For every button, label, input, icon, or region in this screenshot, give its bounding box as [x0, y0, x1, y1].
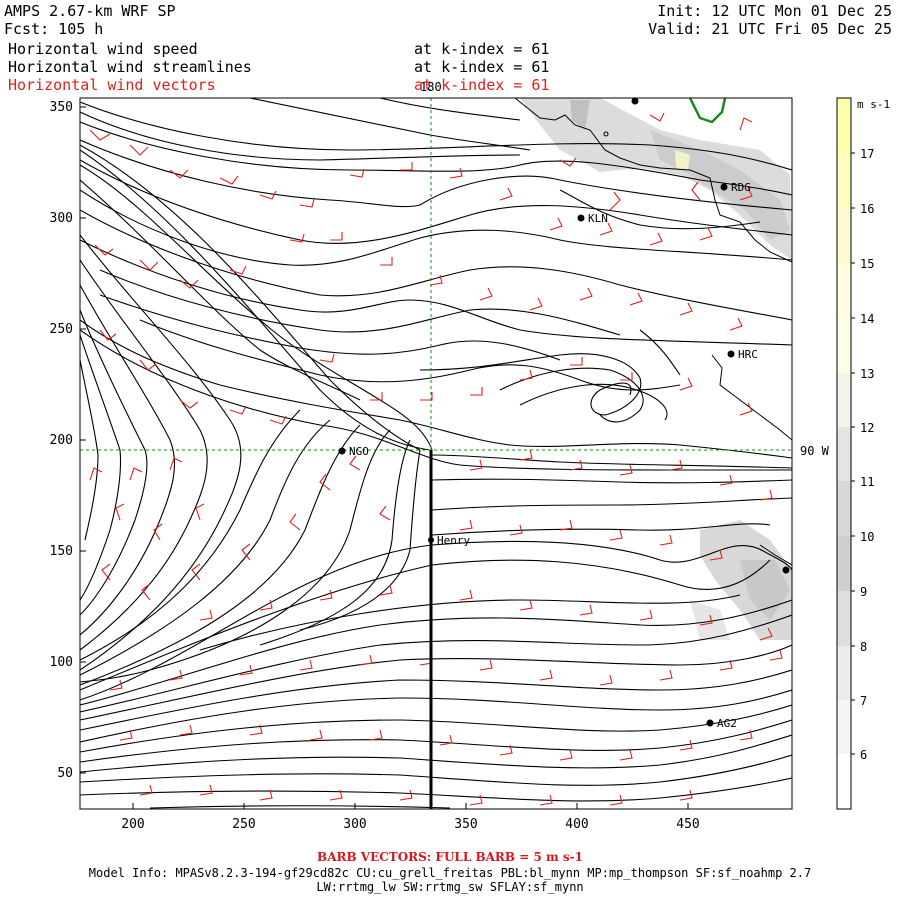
forecast-hour: Fcst: 105 h: [4, 20, 104, 38]
x-tick-label: 250: [232, 817, 255, 832]
colorbar-label: 9: [860, 585, 867, 599]
colorbar-label: 14: [860, 312, 874, 326]
meridian-label: 180: [420, 80, 442, 94]
svg-text:RDG: RDG: [731, 181, 751, 194]
station-ngo: NGO: [338, 445, 369, 458]
colorbar-label: 16: [860, 202, 874, 216]
colorbar-label: 15: [860, 257, 874, 271]
station-henry: Henry: [428, 534, 470, 547]
field-wind-speed-level: at k-index = 61: [414, 40, 550, 58]
field-wind-streamlines-level: at k-index = 61: [414, 58, 550, 76]
green-contour: [688, 98, 727, 124]
x-tick-label: 450: [676, 817, 699, 832]
colorbar-label: 12: [860, 421, 874, 435]
colorbar-label: 8: [860, 640, 867, 654]
field-wind-speed: Horizontal wind speed: [8, 40, 198, 58]
station-rdg: RDG: [720, 181, 751, 194]
svg-text:Henry: Henry: [437, 534, 470, 547]
colorbar-label: 17: [860, 147, 874, 161]
station-ag2: AG2: [706, 717, 737, 730]
y-tick-label: 300: [50, 211, 73, 226]
model-info: Model Info: MPASv8.2.3-194-gf29cd82c CU:…: [88, 866, 812, 880]
init-time: Init: 12 UTC Mon 01 Dec 25: [657, 2, 892, 20]
y-tick-label: 50: [57, 766, 73, 781]
station-hrc: HRC: [727, 348, 758, 361]
svg-text:AG2: AG2: [717, 717, 737, 730]
colorbar-label: 6: [860, 748, 867, 762]
y-tick-label: 250: [50, 322, 73, 337]
colorbar-label: 13: [860, 367, 874, 381]
stations: RDG KLN HRC NGO Henry AG2: [338, 98, 790, 730]
streamlines: [80, 98, 792, 809]
model-info-physics: LW:rrtmg_lw SW:rrtmg_sw SFLAY:sf_mynn: [316, 880, 584, 894]
station-kln: KLN: [577, 212, 608, 225]
plot-frame: [79, 97, 793, 810]
y-tick-label: 200: [50, 433, 73, 448]
station-edge: [782, 566, 790, 574]
model-title: AMPS 2.67-km WRF SP: [4, 2, 176, 20]
y-tick-labels: 350 300 250 200 150 100 50: [50, 100, 73, 781]
field-wind-streamlines: Horizontal wind streamlines: [8, 58, 252, 76]
colorbar-label: 10: [860, 530, 874, 544]
wind-barbs: [89, 112, 783, 806]
x-tick-label: 200: [121, 817, 144, 832]
x-tick-label: 400: [565, 817, 588, 832]
barb-legend: BARB VECTORS: FULL BARB = 5 m s-1: [317, 850, 583, 864]
x-tick-label: 300: [343, 817, 366, 832]
field-wind-vectors-level: at k-index = 61: [414, 76, 550, 94]
svg-text:HRC: HRC: [738, 348, 758, 361]
x-tick-labels: 200 250 300 350 400 450: [121, 817, 699, 832]
y-tick-label: 100: [50, 655, 73, 670]
colorbar-unit: m s-1: [857, 98, 890, 111]
y-tick-label: 150: [50, 544, 73, 559]
colorbar-label: 11: [860, 475, 874, 489]
parallel-label: 90 W: [800, 444, 830, 458]
svg-text:NGO: NGO: [349, 445, 369, 458]
svg-text:KLN: KLN: [588, 212, 608, 225]
axis-ticks: [80, 106, 689, 809]
x-tick-label: 350: [454, 817, 477, 832]
colorbar: m s-1 17 16 15 14 13 12 11 10 9 8 7 6: [836, 97, 890, 810]
valid-time: Valid: 21 UTC Fri 05 Dec 25: [648, 20, 892, 38]
coastline: [514, 98, 792, 566]
field-wind-vectors: Horizontal wind vectors: [8, 76, 216, 94]
colorbar-label: 7: [860, 694, 867, 708]
y-tick-label: 350: [50, 100, 73, 115]
terrain-shading: [520, 98, 792, 640]
